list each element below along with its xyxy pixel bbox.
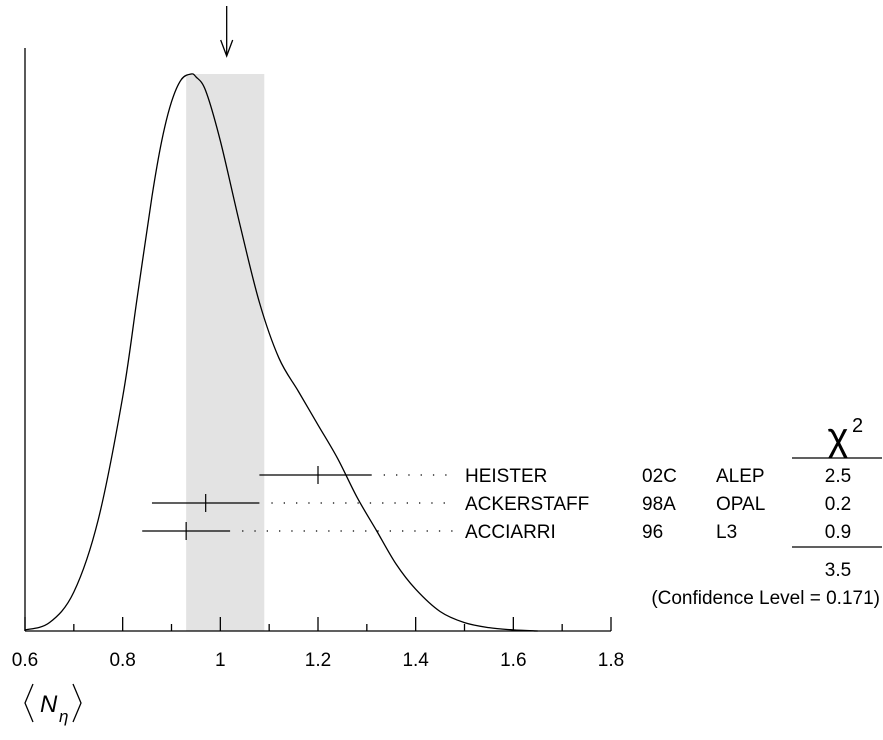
average-error-band — [186, 74, 265, 631]
reference-label: 98A — [642, 494, 676, 515]
x-tick-label: 0.6 — [12, 650, 38, 671]
reference-label: 96 — [642, 522, 663, 543]
experiment-label: ALEP — [716, 466, 765, 487]
x-axis-label: N η — [24, 683, 82, 726]
x-axis-tick-labels: 0.6 0.8 1 1.2 1.4 1.6 1.8 — [12, 650, 624, 671]
experiment-label: OPAL — [716, 494, 765, 515]
chi2-value: 0.2 — [825, 494, 851, 515]
author-label: ACKERSTAFF — [465, 494, 589, 515]
svg-text:η: η — [59, 707, 68, 726]
x-axis-ticks — [24, 617, 612, 631]
chi2-total: 3.5 — [825, 560, 851, 581]
x-tick-label: 1.4 — [402, 650, 429, 671]
ideogram-curve — [24, 73, 538, 632]
experiment-label: L3 — [716, 522, 737, 543]
measurement-row: ACCIARRI 96 L3 0.9 — [142, 522, 851, 543]
author-label: ACCIARRI — [465, 522, 556, 543]
x-tick-label: 1.6 — [500, 650, 526, 671]
author-label: HEISTER — [465, 466, 547, 487]
chi2-header: χ — [828, 415, 849, 459]
measurements-group: HEISTER 02C ALEP 2.5 ACKERSTAFF 98A OPAL 0.2 ACC… — [142, 466, 851, 543]
average-arrow-icon — [220, 6, 234, 58]
svg-text:N: N — [40, 691, 58, 718]
chi2-value: 2.5 — [825, 466, 851, 487]
x-tick-label: 1.2 — [305, 650, 331, 671]
chi2-value: 0.9 — [825, 522, 851, 543]
chi2-exponent: 2 — [852, 415, 863, 437]
x-tick-label: 1.8 — [598, 650, 624, 671]
measurement-row: ACKERSTAFF 98A OPAL 0.2 — [151, 494, 851, 515]
measurement-row: HEISTER 02C ALEP 2.5 — [259, 466, 851, 487]
reference-label: 02C — [642, 466, 677, 487]
confidence-level: (Confidence Level = 0.171) — [651, 588, 880, 609]
x-tick-label: 0.8 — [109, 650, 135, 671]
x-tick-label: 1 — [215, 650, 226, 671]
